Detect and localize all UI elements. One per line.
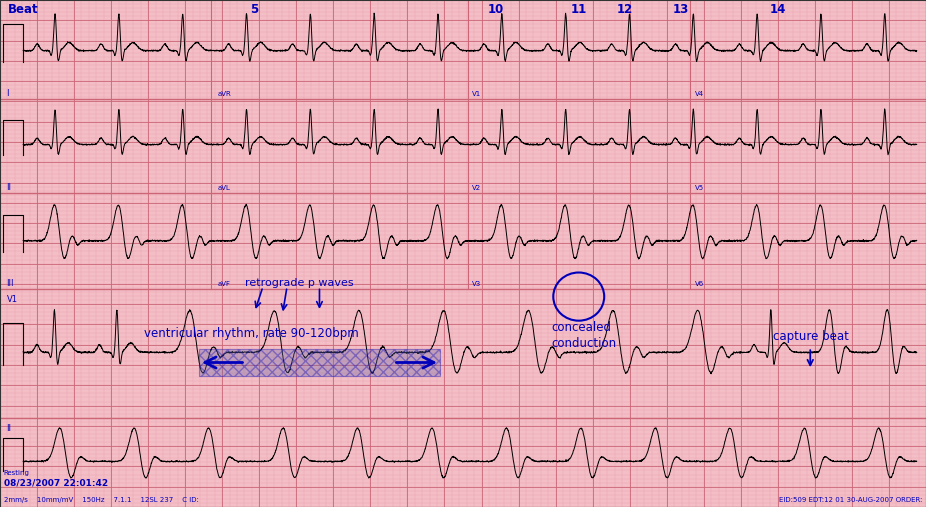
Text: EID:509 EDT:12 01 30-AUG-2007 ORDER:: EID:509 EDT:12 01 30-AUG-2007 ORDER: bbox=[779, 497, 922, 503]
Text: Beat: Beat bbox=[7, 3, 38, 16]
Text: aVL: aVL bbox=[218, 185, 231, 191]
Text: 12: 12 bbox=[617, 3, 633, 16]
Text: II: II bbox=[6, 424, 11, 433]
Text: V6: V6 bbox=[694, 281, 704, 287]
Bar bbox=[199, 349, 440, 376]
Text: V2: V2 bbox=[472, 185, 482, 191]
Text: capture beat: capture beat bbox=[773, 330, 849, 343]
Text: 10: 10 bbox=[487, 3, 504, 16]
Text: concealed
conduction: concealed conduction bbox=[551, 321, 616, 350]
Text: V3: V3 bbox=[472, 281, 482, 287]
Text: V5: V5 bbox=[694, 185, 704, 191]
Text: 14: 14 bbox=[770, 3, 786, 16]
Text: II: II bbox=[6, 183, 11, 192]
Text: ventricular rhythm, rate 90-120bpm: ventricular rhythm, rate 90-120bpm bbox=[144, 327, 358, 340]
Text: 13: 13 bbox=[672, 3, 689, 16]
Text: I: I bbox=[6, 89, 9, 98]
Text: V1: V1 bbox=[472, 91, 482, 97]
Text: aVF: aVF bbox=[218, 281, 231, 287]
Text: 08/23/2007 22:01:42: 08/23/2007 22:01:42 bbox=[4, 479, 107, 488]
Text: V1: V1 bbox=[6, 295, 18, 304]
Text: aVR: aVR bbox=[218, 91, 232, 97]
Text: V4: V4 bbox=[694, 91, 704, 97]
Text: 11: 11 bbox=[570, 3, 587, 16]
Text: retrograde p waves: retrograde p waves bbox=[245, 278, 354, 288]
Text: III: III bbox=[6, 279, 14, 288]
Text: 2mm/s    10mm/mV    150Hz    7.1.1    12SL 237    C ID:: 2mm/s 10mm/mV 150Hz 7.1.1 12SL 237 C ID: bbox=[4, 497, 198, 503]
Text: 5: 5 bbox=[251, 3, 258, 16]
Text: Resting: Resting bbox=[4, 470, 30, 476]
